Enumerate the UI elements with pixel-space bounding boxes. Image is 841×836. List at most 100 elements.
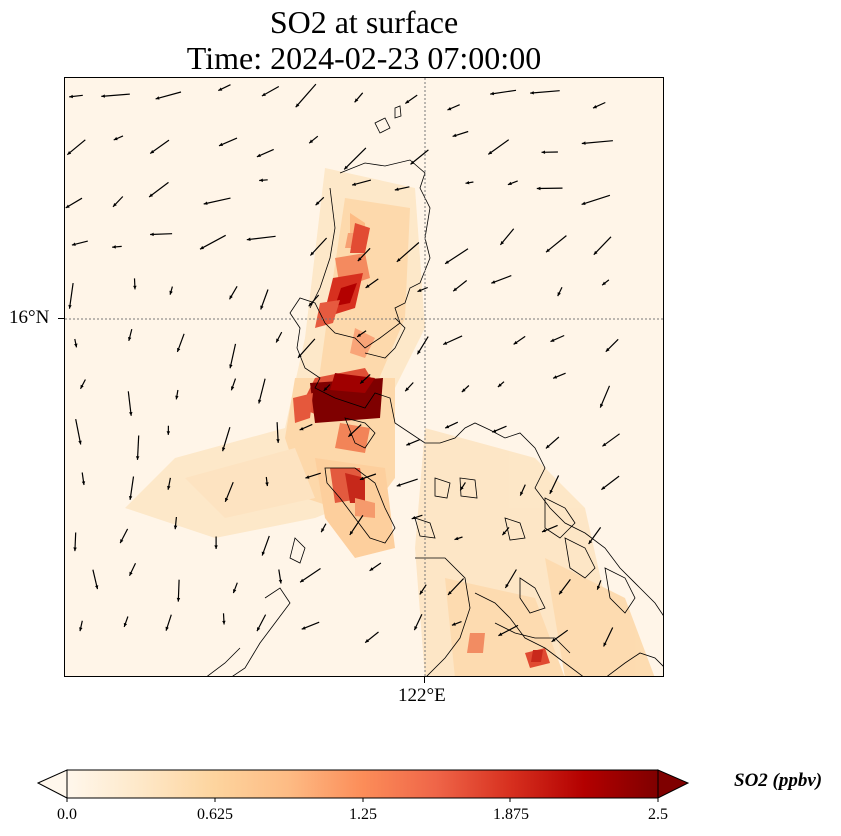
wind-arrow-head	[175, 395, 179, 400]
wind-arrow-shaft	[444, 248, 469, 265]
wind-arrow-head	[530, 91, 534, 95]
wind-arrow-head	[541, 150, 546, 154]
wind-arrow-shaft	[101, 93, 130, 97]
wind-arrow-head	[305, 475, 310, 479]
wind-arrow-head	[593, 250, 598, 255]
wind-arrow-head	[406, 442, 411, 446]
wind-arrow-head	[357, 333, 361, 337]
wind-arrow-shaft	[149, 139, 170, 154]
wind-arrow-head	[67, 151, 72, 155]
wind-arrow-head	[167, 485, 171, 490]
wind-arrow-head	[452, 133, 457, 137]
wind-arrow-head	[419, 590, 424, 595]
so2-map	[65, 78, 663, 676]
wind-arrow-shaft	[396, 242, 420, 263]
wind-arrow-shaft	[155, 91, 182, 100]
wind-arrow-head	[112, 245, 116, 249]
wind-arrow-head	[357, 257, 362, 262]
wind-arrow-head	[129, 571, 133, 576]
wind-arrow-head	[229, 295, 233, 300]
wind-arrow-head	[549, 489, 553, 494]
lat-tick-mark	[58, 318, 64, 319]
wind-arrow-head	[520, 491, 524, 496]
wind-arrow-shaft	[581, 194, 611, 205]
wind-arrow-head	[200, 245, 204, 250]
wind-arrow-shaft	[545, 235, 567, 253]
wind-arrow-head	[559, 590, 563, 595]
wind-arrow-head	[365, 639, 370, 643]
map-panel[interactable]	[64, 77, 664, 677]
wind-arrow-head	[536, 186, 541, 191]
wind-arrow-head	[410, 160, 415, 165]
wind-arrow-head	[81, 481, 86, 485]
wind-arrow-shaft	[410, 149, 429, 165]
wind-arrow-head	[177, 347, 181, 352]
wind-arrow-head	[411, 516, 416, 520]
wind-arrow-head	[315, 201, 320, 206]
wind-arrow-head	[602, 281, 606, 286]
wind-arrow-head	[259, 178, 263, 182]
wind-arrow-head	[78, 440, 82, 445]
wind-arrow-head	[301, 626, 306, 630]
wind-arrow-head	[222, 620, 226, 625]
wind-arrow-head	[354, 98, 359, 103]
wind-arrow-shaft	[593, 236, 612, 256]
wind-arrow-head	[451, 622, 456, 626]
wind-arrow-head	[500, 241, 504, 245]
lon-tick-label: 122°E	[398, 685, 446, 706]
wind-arrow-head	[581, 201, 586, 205]
colorbar-gradient	[66, 769, 659, 799]
colorbar-tick-0: 0.0	[57, 806, 77, 823]
wind-arrow-shaft	[229, 343, 237, 369]
colorbar-tick-3: 1.875	[493, 806, 529, 823]
colorbar-extend-high	[657, 769, 690, 799]
wind-arrow-head	[65, 204, 70, 208]
wind-arrow-head	[405, 387, 409, 392]
wind-arrow-head	[550, 338, 555, 342]
wind-arrow-head	[460, 486, 464, 491]
wind-arrow-head	[276, 439, 280, 443]
wind-arrow-head	[165, 626, 169, 631]
wind-arrow-head	[135, 456, 140, 460]
wind-arrow-head	[74, 343, 78, 348]
wind-arrow-head	[300, 578, 304, 583]
wind-arrow-head	[513, 340, 518, 345]
wind-arrow-head	[73, 547, 77, 552]
wind-arrow-head	[488, 150, 493, 155]
wind-arrow-head	[605, 347, 610, 352]
wind-arrow-head	[69, 94, 73, 99]
wind-arrow-head	[445, 260, 449, 264]
wind-arrow-head	[490, 91, 494, 96]
wind-arrow-head	[349, 531, 354, 535]
chart-title: SO2 at surface	[269, 4, 459, 40]
wind-arrow-head	[176, 597, 181, 602]
wind-arrow-shaft	[581, 140, 613, 145]
wind-arrow-shaft	[530, 90, 560, 94]
wind-arrow-shaft	[66, 139, 86, 156]
wind-arrow-head	[129, 412, 133, 416]
wind-arrow-shaft	[129, 476, 135, 500]
wind-arrow-head	[600, 403, 604, 408]
wind-arrow-head	[101, 94, 105, 98]
colorbar-tick-4: 2.5	[648, 806, 668, 823]
wind-arrow-head	[396, 258, 401, 262]
wind-arrow-head	[581, 141, 586, 145]
wind-arrow-head	[502, 531, 506, 536]
wind-arrow-head	[276, 338, 280, 343]
wind-arrow-head	[128, 496, 133, 500]
wind-arrow-shaft	[396, 478, 418, 487]
wind-arrow-head	[593, 105, 597, 109]
wind-arrow-shaft	[498, 624, 519, 637]
wind-arrow-head	[344, 165, 348, 170]
wind-arrow-shaft	[258, 378, 266, 404]
colorbar-tick-1: 0.625	[197, 806, 233, 823]
wind-arrow-shaft	[148, 181, 169, 198]
wind-arrow-head	[265, 482, 269, 487]
wind-arrow-head	[68, 304, 72, 309]
wind-arrow-head	[257, 627, 261, 632]
wind-arrow-head	[602, 442, 607, 447]
wind-arrow-head	[149, 193, 153, 197]
wind-arrow-shaft	[136, 435, 140, 460]
wind-arrow-shaft	[297, 338, 316, 359]
wind-arrow-head	[542, 528, 546, 533]
